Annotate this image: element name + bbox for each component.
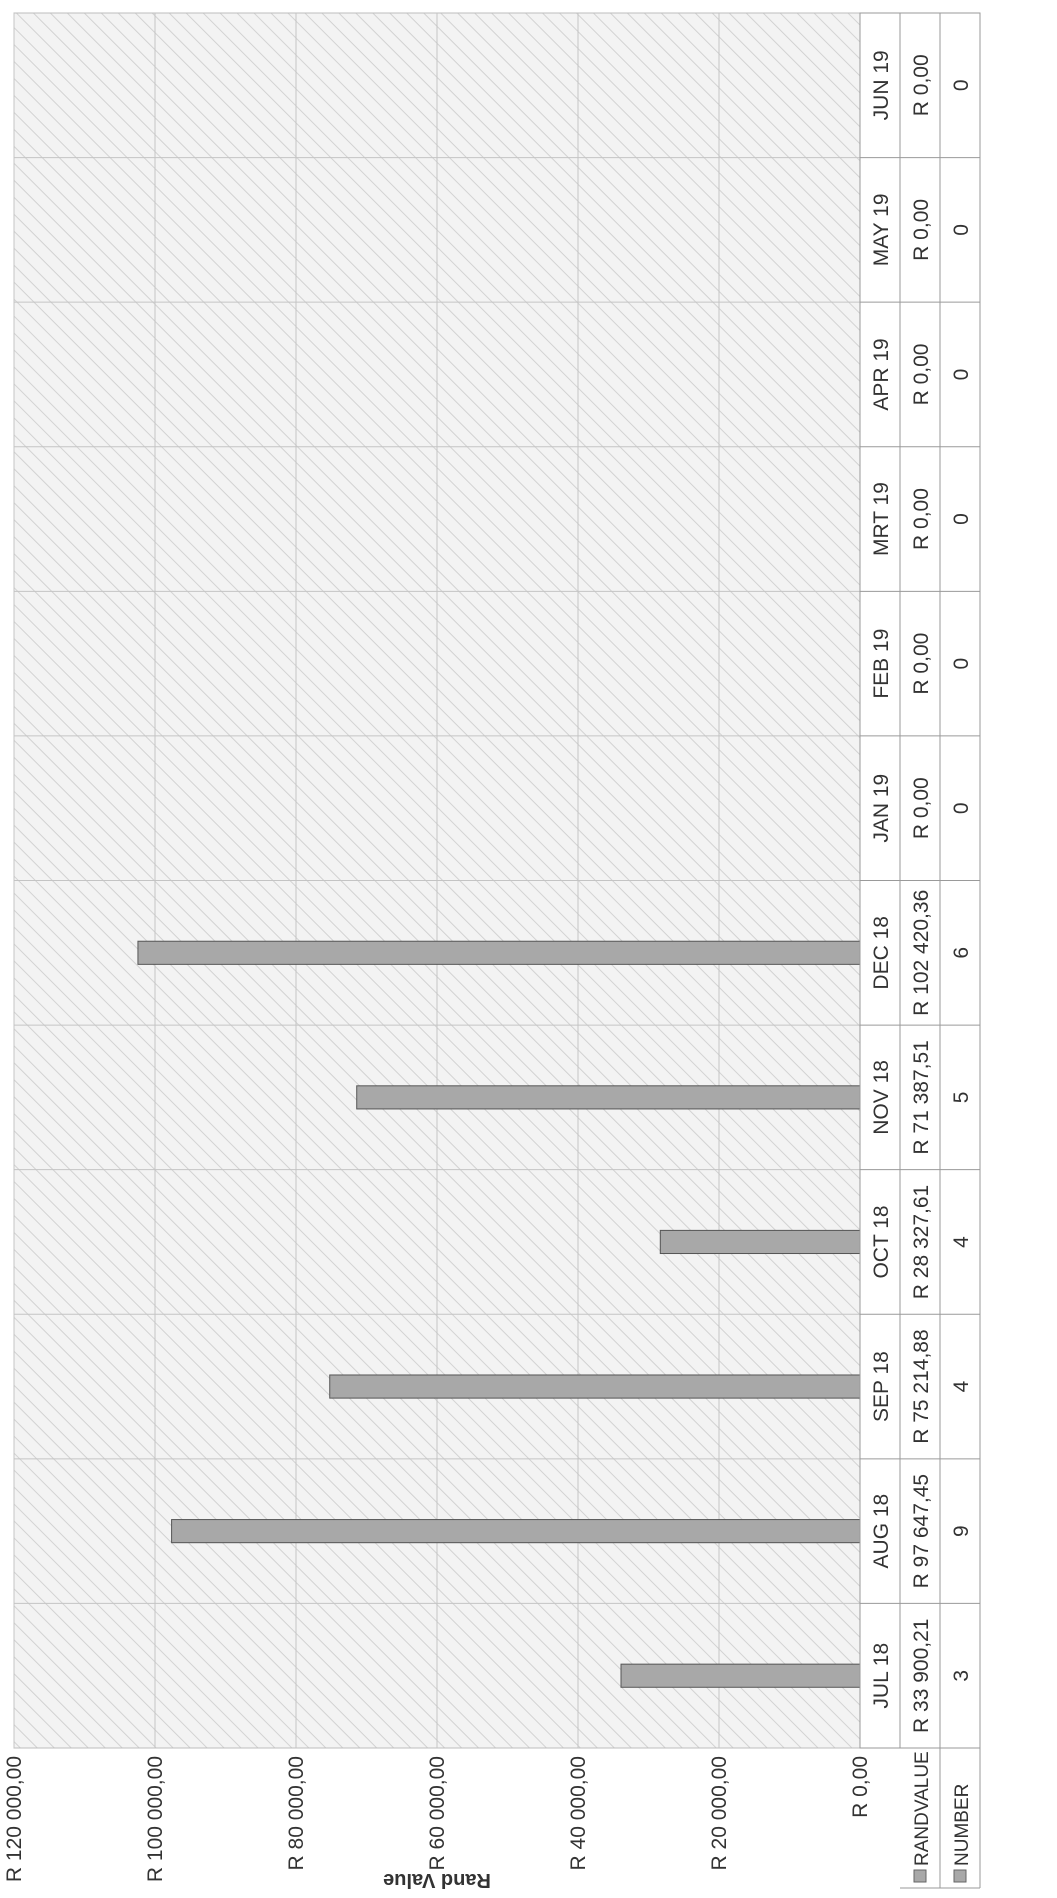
number-cell: 0 [950,224,973,236]
category-label: JAN 19 [870,774,893,843]
randvalue-cell: R 0,00 [910,199,933,261]
y-tick-label: R 40 000,00 [567,1756,590,1870]
category-label: FEB 19 [870,629,893,699]
category-label: AUG 18 [870,1494,893,1569]
category-label: DEC 18 [870,916,893,990]
bar [659,1229,861,1255]
bar [171,1519,861,1544]
category-label: NOV 18 [870,1060,893,1135]
number-cell: 4 [950,1380,973,1392]
legend-label-number: NUMBER [952,1784,973,1866]
y-tick-label: R 0,00 [849,1756,872,1818]
y-tick-label: R 60 000,00 [426,1756,449,1870]
randvalue-cell: R 0,00 [910,344,933,406]
y-tick-label: R 100 000,00 [144,1756,167,1882]
category-label: MRT 19 [870,482,893,556]
number-cell: 3 [950,1670,973,1682]
category-label: JUN 19 [870,50,893,120]
legend-label-randvalue: RANDVALUE [912,1751,933,1866]
y-tick-label: R 20 000,00 [708,1756,731,1870]
bar [356,1085,861,1110]
bar [620,1663,861,1688]
number-cell: 5 [950,1092,973,1104]
number-cell: 4 [950,1236,973,1248]
y-axis-title: Rand Value [383,1869,491,1891]
number-cell: 6 [950,947,973,959]
randvalue-cell: R 0,00 [910,54,933,116]
randvalue-cell: R 97 647,45 [910,1474,933,1588]
y-axis: R 0,00R 20 000,00R 40 000,00R 60 000,00R… [3,1756,872,1891]
randvalue-cell: R 75 214,88 [910,1329,933,1443]
category-label: APR 19 [870,338,893,410]
number-cell: 0 [950,79,973,91]
category-label: MAY 19 [870,193,893,266]
number-cell: 0 [950,513,973,525]
randvalue-cell: R 28 327,61 [910,1185,933,1299]
legend-swatch [953,1869,967,1883]
randvalue-cell: R 33 900,21 [910,1618,933,1732]
data-table: JUL 18 R 33 900,21 3 AUG 18 R 97 647,45 9 SEP … [859,12,981,1889]
randvalue-cell: R 102 420,36 [910,890,933,1016]
category-label: JUL 18 [870,1643,893,1709]
randvalue-cell: R 71 387,51 [910,1040,933,1154]
plot-area [13,12,861,1749]
bar [137,940,861,965]
number-cell: 0 [950,658,973,670]
number-cell: 0 [950,802,973,814]
legend-swatch [913,1869,927,1883]
category-label: OCT 18 [870,1205,893,1278]
randvalue-cell: R 0,00 [910,633,933,695]
number-cell: 9 [950,1525,973,1537]
y-tick-label: R 80 000,00 [285,1756,308,1870]
bar [329,1374,861,1399]
randvalue-cell: R 0,00 [910,488,933,550]
category-label: SEP 18 [870,1351,893,1422]
number-cell: 0 [950,369,973,381]
y-tick-label: R 120 000,00 [3,1756,26,1882]
randvalue-cell: R 0,00 [910,777,933,839]
